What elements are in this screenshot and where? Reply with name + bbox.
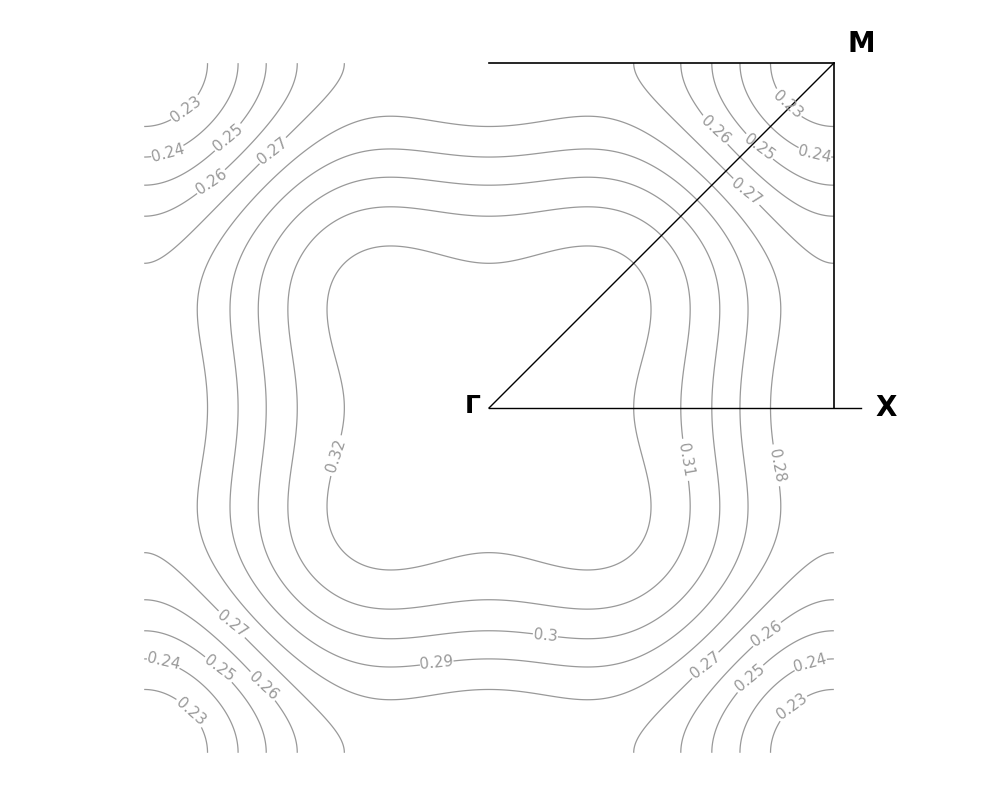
Text: 0.26: 0.26: [697, 114, 733, 147]
Text: X: X: [875, 394, 897, 422]
Text: 0.24: 0.24: [149, 141, 186, 164]
Text: M: M: [847, 29, 875, 58]
Text: 0.23: 0.23: [168, 94, 204, 125]
Text: 0.24: 0.24: [796, 143, 833, 165]
Text: 0.3: 0.3: [533, 626, 558, 644]
Text: 0.29: 0.29: [419, 654, 454, 672]
Text: 0.32: 0.32: [324, 437, 348, 474]
Text: 0.24: 0.24: [145, 651, 182, 673]
Text: 0.24: 0.24: [792, 651, 829, 675]
Text: 0.31: 0.31: [675, 441, 696, 478]
Text: 0.27: 0.27: [687, 649, 723, 681]
Text: 0.27: 0.27: [214, 608, 250, 641]
Text: 0.23: 0.23: [770, 88, 805, 121]
Text: 0.28: 0.28: [766, 447, 787, 484]
Text: 0.25: 0.25: [741, 131, 777, 163]
Text: 0.27: 0.27: [729, 175, 764, 208]
Text: 0.23: 0.23: [774, 691, 811, 723]
Text: 0.25: 0.25: [732, 661, 768, 695]
Text: 0.27: 0.27: [255, 134, 291, 167]
Text: 0.25: 0.25: [210, 121, 246, 154]
Text: 0.26: 0.26: [193, 166, 230, 198]
Text: Γ: Γ: [464, 394, 480, 418]
Text: 0.23: 0.23: [173, 695, 208, 728]
Text: 0.25: 0.25: [201, 653, 237, 685]
Text: 0.26: 0.26: [749, 619, 785, 649]
Text: 0.26: 0.26: [246, 669, 281, 703]
